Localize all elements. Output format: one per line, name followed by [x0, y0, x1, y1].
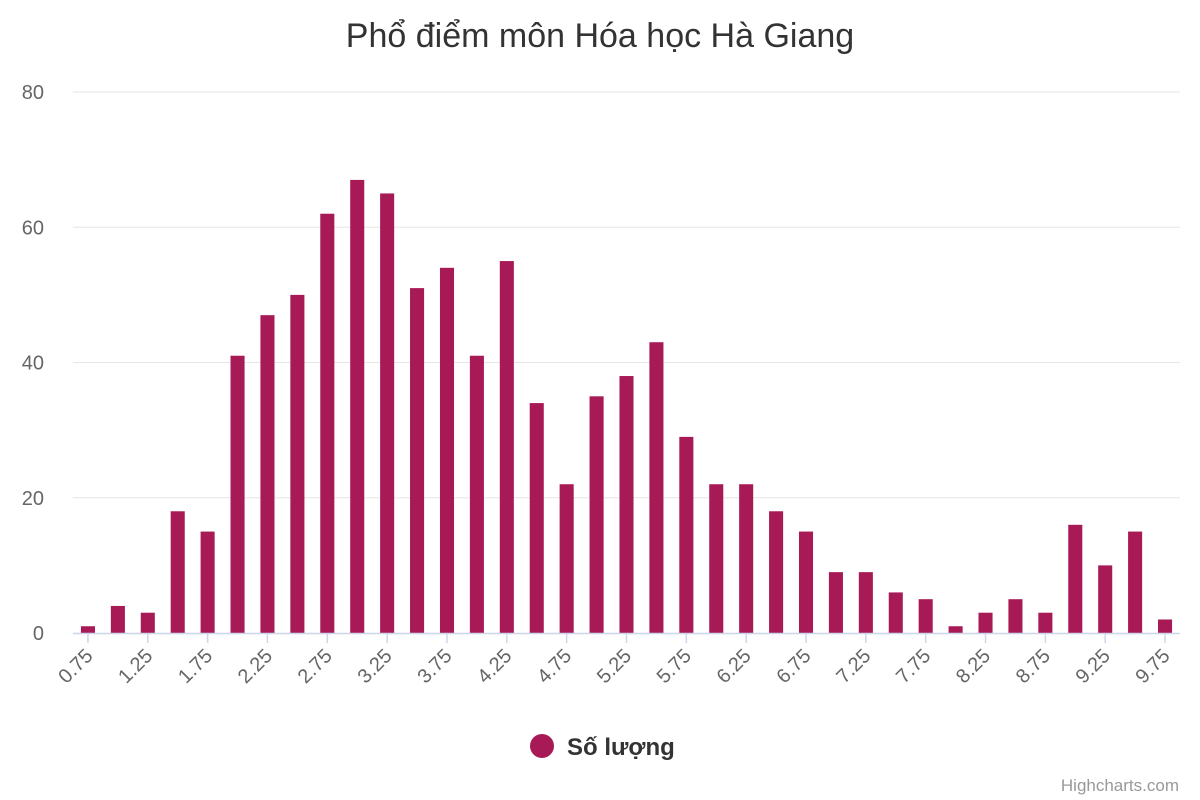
y-tick-label: 80: [22, 82, 44, 104]
bar-6.5[interactable]: [769, 511, 784, 633]
credits-link[interactable]: Highcharts.com: [1061, 776, 1179, 795]
legend-marker-icon: [530, 734, 554, 758]
bar-2.25[interactable]: [260, 315, 275, 633]
bar-series: [80, 179, 1173, 634]
y-axis-labels: 0 20 40 60 80: [22, 82, 44, 645]
grid-lines: [73, 91, 1180, 499]
bar-4.75[interactable]: [559, 484, 574, 633]
bar-3.75[interactable]: [439, 267, 455, 633]
bar-7.5[interactable]: [888, 592, 903, 633]
bar-1.5[interactable]: [170, 511, 185, 633]
bar-2.75[interactable]: [320, 213, 335, 633]
bar-6.25[interactable]: [739, 484, 754, 633]
bar-6.75[interactable]: [798, 531, 814, 633]
bar-1.25[interactable]: [140, 612, 155, 633]
bar-9.75[interactable]: [1158, 619, 1173, 633]
y-tick-label: 20: [22, 488, 44, 510]
bar-9.5[interactable]: [1128, 531, 1143, 633]
bar-7.25[interactable]: [858, 572, 873, 633]
bar-8.25[interactable]: [978, 612, 993, 633]
bar-2.5[interactable]: [290, 294, 305, 634]
y-tick-label: 0: [33, 623, 44, 645]
legend-label: Số lượng: [567, 734, 675, 761]
bar-8.5[interactable]: [1008, 599, 1023, 633]
bar-8.75[interactable]: [1038, 612, 1053, 633]
bar-6[interactable]: [709, 484, 724, 633]
bar-8[interactable]: [948, 626, 963, 633]
bar-9.25[interactable]: [1098, 565, 1113, 634]
bar-1[interactable]: [110, 605, 125, 633]
bar-3.25[interactable]: [380, 193, 395, 633]
bar-1.75[interactable]: [200, 531, 215, 633]
bar-3.5[interactable]: [410, 288, 425, 633]
legend-item-so-luong[interactable]: Số lượng: [530, 734, 675, 761]
bar-2[interactable]: [230, 355, 245, 633]
bar-3[interactable]: [350, 179, 365, 633]
bar-0.75[interactable]: [80, 626, 95, 633]
x-axis-ticks: [87, 633, 1166, 643]
bar-4.5[interactable]: [529, 403, 544, 633]
y-tick-label: 40: [22, 353, 44, 375]
bar-7.75[interactable]: [918, 599, 933, 633]
bar-4[interactable]: [469, 355, 484, 633]
bar-4.25[interactable]: [499, 261, 514, 633]
bar-7[interactable]: [828, 572, 843, 633]
bar-5.75[interactable]: [679, 436, 694, 633]
bar-5[interactable]: [589, 396, 604, 633]
bar-9[interactable]: [1068, 524, 1083, 633]
bar-5.25[interactable]: [619, 376, 634, 633]
chart-title: Phổ điểm môn Hóa học Hà Giang: [346, 17, 854, 55]
bar-5.5[interactable]: [649, 342, 664, 633]
y-tick-label: 60: [22, 217, 44, 239]
